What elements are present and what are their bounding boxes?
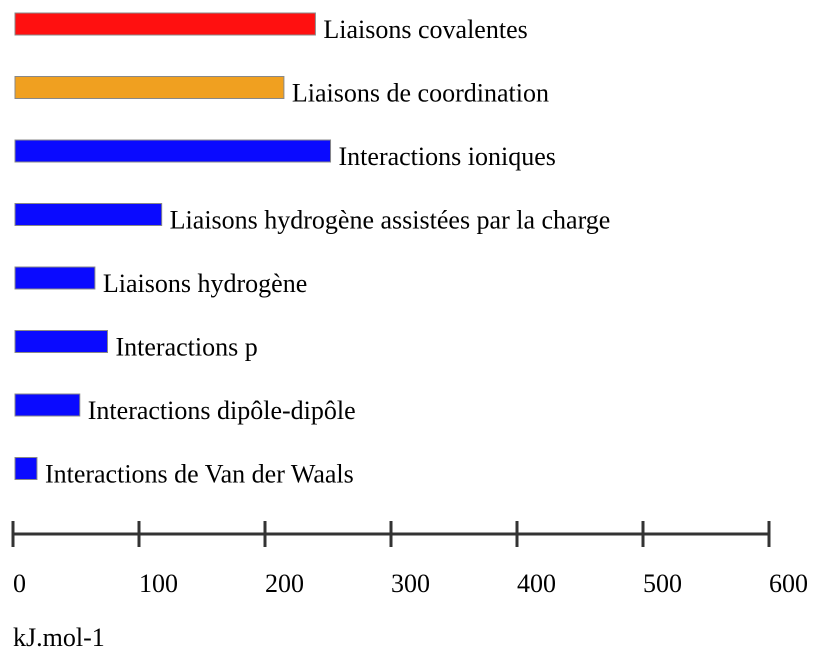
x-tick-label: 0 — [13, 569, 26, 598]
bar — [14, 203, 163, 226]
x-tick-label: 500 — [643, 569, 682, 598]
bar-label: Interactions de Van der Waals — [45, 459, 354, 488]
bar — [14, 139, 332, 163]
bar — [14, 12, 316, 36]
bar — [14, 457, 38, 480]
x-tick-label: 400 — [517, 569, 556, 598]
x-tick-label: 200 — [265, 569, 304, 598]
x-tick-label: 600 — [769, 569, 808, 598]
bar-label: Liaisons hydrogène — [103, 269, 307, 298]
bar-label: Interactions ioniques — [339, 142, 556, 171]
bar-label: Liaisons hydrogène assistées par la char… — [170, 205, 611, 234]
x-axis-label: kJ.mol-1 — [13, 623, 105, 652]
bar-label: Interactions dipôle-dipôle — [88, 396, 356, 425]
bar — [14, 393, 81, 417]
bar-label: Liaisons de coordination — [292, 78, 549, 107]
bar — [14, 76, 285, 99]
bar-label: Interactions p — [116, 332, 258, 361]
bar — [14, 266, 96, 290]
x-tick-label: 100 — [139, 569, 178, 598]
x-tick-label: 300 — [391, 569, 430, 598]
bar-label: Liaisons covalentes — [323, 15, 527, 44]
bar — [14, 330, 108, 353]
